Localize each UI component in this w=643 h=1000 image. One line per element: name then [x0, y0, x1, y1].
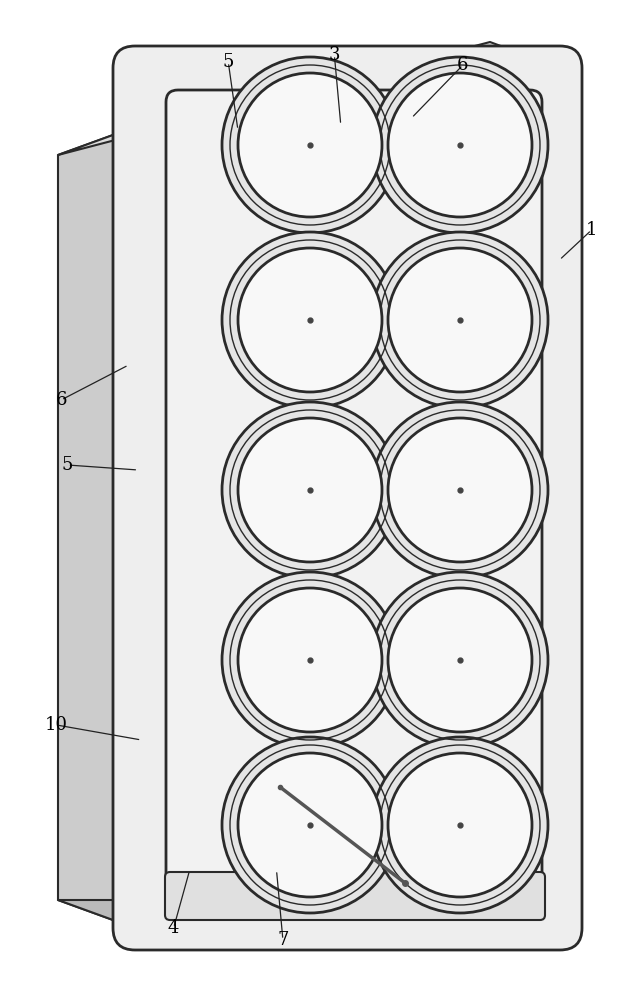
Circle shape	[222, 57, 398, 233]
Circle shape	[238, 73, 382, 217]
Circle shape	[238, 588, 382, 732]
Polygon shape	[58, 127, 135, 928]
Text: 5: 5	[62, 456, 73, 474]
Text: 1: 1	[586, 221, 597, 239]
Text: 5: 5	[222, 53, 234, 71]
Text: 4: 4	[168, 919, 179, 937]
Circle shape	[388, 248, 532, 392]
Text: 3: 3	[329, 46, 340, 64]
Circle shape	[372, 232, 548, 408]
Circle shape	[388, 588, 532, 732]
Circle shape	[388, 418, 532, 562]
Text: 10: 10	[45, 716, 68, 734]
Circle shape	[372, 572, 548, 748]
Circle shape	[388, 73, 532, 217]
FancyBboxPatch shape	[166, 90, 542, 904]
Circle shape	[222, 402, 398, 578]
Circle shape	[372, 57, 548, 233]
Text: 7: 7	[277, 931, 289, 949]
Circle shape	[222, 232, 398, 408]
FancyBboxPatch shape	[165, 872, 545, 920]
FancyBboxPatch shape	[113, 46, 582, 950]
Circle shape	[388, 753, 532, 897]
Circle shape	[238, 418, 382, 562]
Text: 6: 6	[55, 391, 67, 409]
Circle shape	[238, 753, 382, 897]
Text: 6: 6	[457, 56, 469, 74]
Polygon shape	[58, 900, 560, 928]
Circle shape	[238, 248, 382, 392]
Circle shape	[372, 402, 548, 578]
Circle shape	[372, 737, 548, 913]
Circle shape	[222, 572, 398, 748]
Polygon shape	[58, 42, 560, 155]
Circle shape	[222, 737, 398, 913]
